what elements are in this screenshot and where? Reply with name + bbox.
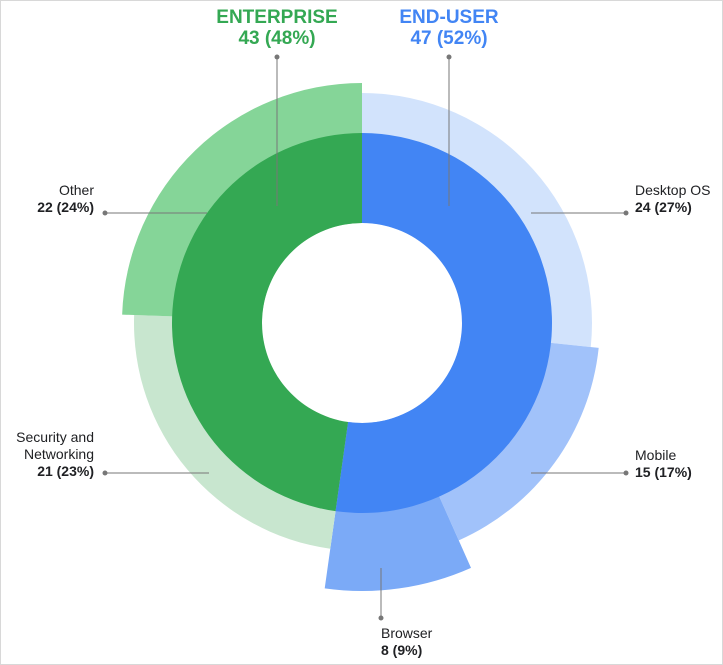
segment-label: Other 22 (24%) [37, 182, 94, 216]
segment-name: ENTERPRISE [216, 7, 338, 28]
segment-title: END-USER 47 (52%) [399, 7, 498, 49]
inner-segment [335, 133, 553, 514]
leader-dot [378, 615, 384, 621]
segment-name: END-USER [399, 7, 499, 28]
segment-value: 43 (48%) [238, 28, 316, 49]
leader-dot [102, 210, 108, 216]
leader-dot [274, 54, 280, 60]
label-value: 24 (27%) [635, 199, 692, 215]
leader-dot [102, 470, 108, 476]
leader-dot [446, 54, 452, 60]
inner-segment [172, 133, 362, 512]
segment-label: Desktop OS 24 (27%) [635, 182, 710, 216]
label-name: Desktop OS [635, 182, 711, 198]
segment-label: Security and Networking 21 (23%) [1, 429, 94, 480]
label-value: 21 (23%) [37, 463, 94, 479]
label-name: Mobile [635, 447, 677, 463]
segment-label: Mobile 15 (17%) [635, 447, 692, 481]
label-value: 22 (24%) [37, 199, 94, 215]
label-name: Security and Networking [16, 429, 94, 462]
segment-value: 47 (52%) [410, 28, 488, 49]
segment-title: ENTERPRISE 43 (48%) [216, 7, 337, 49]
label-value: 8 (9%) [381, 642, 423, 658]
label-name: Browser [381, 625, 433, 641]
segment-label: Browser 8 (9%) [381, 625, 432, 659]
label-name: Other [58, 182, 94, 198]
leader-dot [623, 210, 629, 216]
label-value: 15 (17%) [635, 464, 692, 480]
inner-ring [172, 133, 553, 514]
leader-dot [623, 470, 629, 476]
